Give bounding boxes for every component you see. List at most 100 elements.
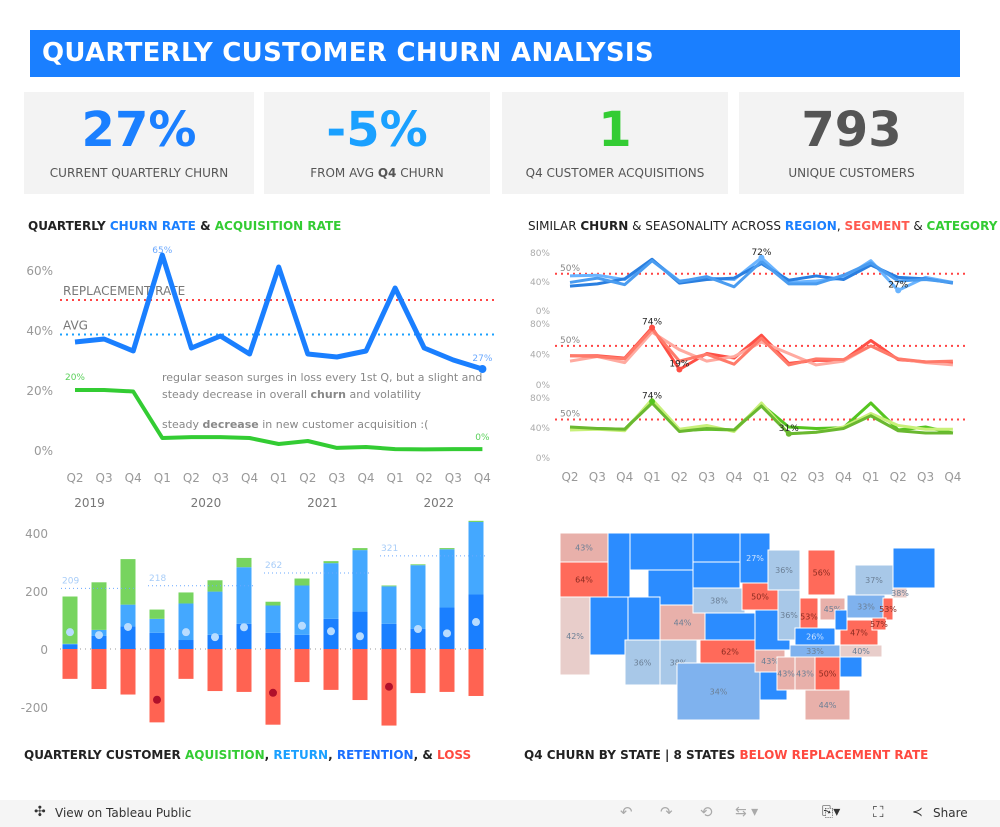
bar-return [207,591,223,635]
kpi-label: UNIQUE CUSTOMERS [788,166,915,180]
x-tick-quarter: Q4 [616,470,633,484]
state-label: 27% [746,554,764,563]
t: , [328,748,337,762]
state-ny [854,564,894,596]
data-label: 0% [475,433,490,443]
x-tick-quarter: Q3 [212,471,229,485]
x-tick-quarter: Q1 [753,470,770,484]
dashboard-title: QUARTERLY CUSTOMER CHURN ANALYSIS [30,30,960,77]
download-icon[interactable]: ⎘▾ [822,804,841,820]
x-tick-quarter: Q1 [270,471,287,485]
state-label: 62% [721,648,739,657]
state-label: 45% [824,605,842,614]
x-tick-quarter: Q4 [125,471,142,485]
bar-return [439,549,455,608]
bar-loss [265,649,281,725]
bar-acquisition [120,559,136,605]
net-marker [182,628,190,637]
state-ne2 [892,547,936,589]
state-label: 43% [761,657,779,666]
view-on-tableau-link[interactable]: View on Tableau Public [55,806,192,820]
state-label: 44% [819,701,837,710]
reference-label: AVG [63,319,88,333]
share-icon[interactable]: ≺ [912,805,923,820]
state-fl [804,689,851,721]
x-tick-quarter: Q4 [726,470,743,484]
tableau-icon: ✣ [34,804,46,820]
y-tick: 80% [530,249,550,259]
similar-chart-title: SIMILAR CHURN & SEASONALITY ACROSS REGIO… [528,219,997,233]
t: REGION [784,219,837,233]
share-button[interactable]: Share [933,806,968,820]
bar-loss [439,649,455,692]
bar-acquisition [468,520,484,522]
y-tick: 0 [40,643,48,657]
churn-chart-title: QUARTERLY CHURN RATE & ACQUISITION RATE [28,219,341,233]
bar-retention [62,644,78,649]
bars-chart-title: QUARTERLY CUSTOMER AQUISITION, RETURN, R… [24,748,471,762]
kpi-avg-q4-churn: -5% FROM AVG Q4 CHURN [264,92,490,194]
t: SEGMENT [844,219,910,233]
bar-acquisition [236,557,252,568]
y-tick: 40% [530,278,550,288]
net-marker [327,627,335,636]
state-label: 36% [780,611,798,620]
bar-acquisition [207,580,223,592]
refresh-icon[interactable]: ⇆ ▾ [735,804,759,820]
state-label: 50% [751,593,769,602]
state-label: 64% [575,576,593,585]
bar-retention [120,626,136,649]
state-sd [692,561,741,589]
bar-acquisition [91,582,107,630]
bar-retention [149,632,165,649]
t: ACQUISITION RATE [214,219,342,233]
state-wa [559,532,609,563]
t: RETURN [273,748,329,762]
average-label: 321 [381,544,398,554]
state-label: 36% [634,659,652,668]
bar-retention [236,623,252,649]
bar-acquisition [265,601,281,606]
t: RETENTION [336,748,414,762]
highlight-marker [758,254,765,261]
reference-label: 50% [560,410,580,420]
map-title: Q4 CHURN BY STATE | 8 STATES BELOW REPLA… [524,748,928,762]
bar-acquisition [62,596,78,644]
state-label: 37% [865,576,883,585]
revert-icon[interactable]: ⟲ [700,803,713,821]
bar-return [62,643,78,645]
t: CHURN [580,219,629,233]
y-tick: 0% [34,444,53,458]
t: , [836,219,845,233]
average-label: 262 [265,561,282,571]
state-label: 36% [775,566,793,575]
fullscreen-icon[interactable]: ⛶ [873,803,884,821]
y-tick: 80% [530,320,550,330]
bar-loss [323,649,339,690]
data-label: 74% [642,392,662,402]
bar-return [265,605,281,633]
t: CATEGORY [926,219,998,233]
state-wv [834,609,848,631]
state-tx [676,662,761,721]
annotation-text: steady decrease in new customer acquisit… [162,418,428,431]
undo-icon[interactable]: ↶ [620,803,633,821]
bar-loss [236,649,252,692]
bar-retention [294,634,310,649]
state-id [607,532,631,598]
y-tick: 20% [26,384,53,398]
t: Q4 CHURN BY STATE | 8 STATES [524,748,740,762]
bar-acquisition [410,564,426,566]
x-tick-quarter: Q2 [671,470,688,484]
net-marker [414,624,422,633]
data-label: 20% [65,373,85,383]
redo-icon[interactable]: ↷ [660,803,673,821]
state-label: 34% [710,688,728,697]
x-tick-quarter: Q2 [561,470,578,484]
net-marker [66,628,74,637]
x-tick-quarter: Q1 [387,471,404,485]
kpi-value: 27% [81,102,197,158]
t: LOSS [436,748,472,762]
average-label: 218 [149,574,166,584]
series-line-segment [570,326,953,372]
